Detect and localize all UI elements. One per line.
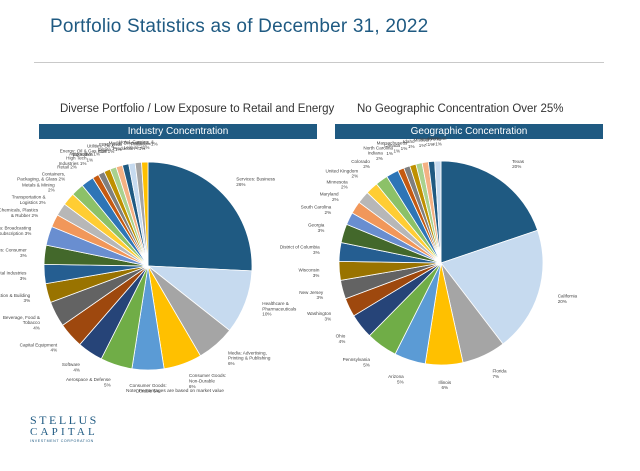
pie-label-containers-packaging-glass: Containers, Packaging, & Glass 2%: [17, 171, 65, 181]
logo-line-1: STELLUS: [30, 413, 99, 427]
pie-slice-services-business: [147, 161, 253, 272]
pie-label-massachusetts: Massachusetts 1%: [377, 141, 408, 151]
pie-label-consumer-goods-durable: Consumer Goods: Durable 5%: [129, 383, 166, 393]
pie-slice-california: [440, 229, 544, 345]
pie-label-georgia: Georgia 3%: [308, 222, 325, 232]
pie-label-canada: Canada 1%: [384, 143, 401, 153]
stellus-logo: STELLUS CAPITAL INVESTMENT CORPORATION: [30, 414, 99, 443]
pie-label-hotel-gaming-leisure: Hotel, Gaming, & Leisure <1%: [119, 139, 154, 149]
pie-label-aerospace-defense: Aerospace & Defense 5%: [66, 377, 111, 387]
pie-label-chemicals-plastics-rubber: Chemicals, Plastics & Rubber 2%: [0, 208, 39, 218]
pie-label-fire-real-estate: FIRE: Real Estate <1%: [98, 142, 122, 152]
pie-slice-michigan: [434, 160, 442, 264]
pie-label-michigan: Michigan <1%: [428, 136, 447, 146]
pie-label-pennsylvania: Pennsylvania 5%: [343, 357, 371, 367]
pie-label-wisconsin: Wisconsin 3%: [298, 267, 319, 277]
pie-label-beverage-food-tobacco: Beverage, Food & Tobacco 4%: [3, 315, 40, 331]
page-title: Portfolio Statistics as of December 31, …: [50, 16, 429, 37]
pie-label-maryland: Maryland 2%: [320, 192, 339, 202]
pie-label-media-broadcasting-subscription: Media: Broadcasting& Subscription 3%: [0, 225, 32, 235]
pie-label-colorado: Colorado 2%: [351, 159, 370, 169]
pie-label-metals-mining: Metals & Mining 2%: [22, 182, 55, 192]
pie-label-new-jersey: New Jersey 3%: [299, 290, 324, 300]
logo-tagline: INVESTMENT CORPORATION: [30, 439, 94, 443]
pie-label-south-carolina: South Carolina 2%: [301, 205, 332, 215]
pie-label-minnesota: Minnesota 2%: [326, 179, 348, 189]
pie-label-district-of-columbia: District of Columbia 3%: [280, 245, 320, 255]
pie-label-florida: Florida 7%: [493, 369, 507, 379]
pie-label-software: Software 4%: [62, 362, 81, 372]
footnote: Note: Percentages are based on market va…: [126, 389, 224, 394]
pie-label-illinois: Illinois 6%: [438, 380, 451, 390]
pie-label-united-kingdom: United Kingdom 2%: [326, 168, 359, 178]
industry-pie: Services: Business 26% Healthcare & Pharmac…: [0, 139, 297, 393]
pie-label-utilities-oil-gas: Utilities: Oil & Gas 1%: [87, 144, 114, 154]
pie-label-energy-oil-gas: Energy: Oil & Gas <1%: [60, 149, 107, 154]
pie-label-arizona: Arizona 5%: [388, 374, 404, 384]
pie-label-finance: Finance <1%: [131, 142, 158, 147]
pie-label-indiana: Indiana 2%: [368, 151, 384, 161]
pie-label-missouri: Missouri 1%: [414, 137, 431, 147]
title-divider: [34, 62, 604, 63]
pie-label-ohio: Ohio 4%: [336, 334, 346, 344]
geographic-concentration-header: Geographic Concentration: [335, 124, 603, 139]
industry-concentration-header: Industry Concentration: [39, 124, 317, 139]
pie-label-idaho: Idaho 1%: [403, 139, 415, 149]
pie-label-new-york: New York <1%: [420, 136, 440, 146]
pie-label-washington: Washington 3%: [307, 311, 332, 321]
pie-label-texas: Texas 20%: [512, 159, 525, 169]
pie-label-high-tech-industries: High Tech Industries 1%: [59, 156, 87, 166]
pie-slice-finance: [141, 161, 149, 267]
pie-label-services-business: Services: Business 26%: [236, 177, 276, 187]
geographic-section-heading: No Geographic Concentration Over 25%: [357, 103, 564, 115]
logo-line-2: CAPITAL: [30, 426, 98, 438]
pie-label-north-carolina: North Carolina 1%: [363, 146, 393, 156]
pie-slice-texas: [440, 160, 539, 264]
geographic-pie: Texas 20% California 20% Florida 7% Illinois 6%…: [280, 136, 578, 390]
pie-label-media-diversified-production: Media: Diversified & Production <1%: [109, 140, 150, 150]
pie-label-healthcare-pharmaceuticals: Healthcare & Pharmaceuticals 10%: [262, 301, 297, 317]
pie-label-media-advertising-printing-publishing: Media: Advertising, Printing & Publishing…: [228, 350, 271, 366]
pie-label-transportation-logistics: Transportation & Logistics 2%: [12, 195, 46, 205]
pie-label-capital-equipment: Capital Equipment 4%: [20, 342, 58, 352]
pie-label-consumer-goods-non-durable: Consumer Goods: Non-Durable 6%: [189, 373, 226, 389]
pie-label-california: California 20%: [558, 293, 578, 303]
industry-section-heading: Diverse Portfolio / Low Exposure to Reta…: [60, 103, 335, 115]
pie-label-retail: Retail 2%: [57, 165, 77, 170]
pie-label-automotive: Automotive 1%: [69, 151, 100, 156]
pie-label-education: Education 1%: [73, 152, 94, 162]
